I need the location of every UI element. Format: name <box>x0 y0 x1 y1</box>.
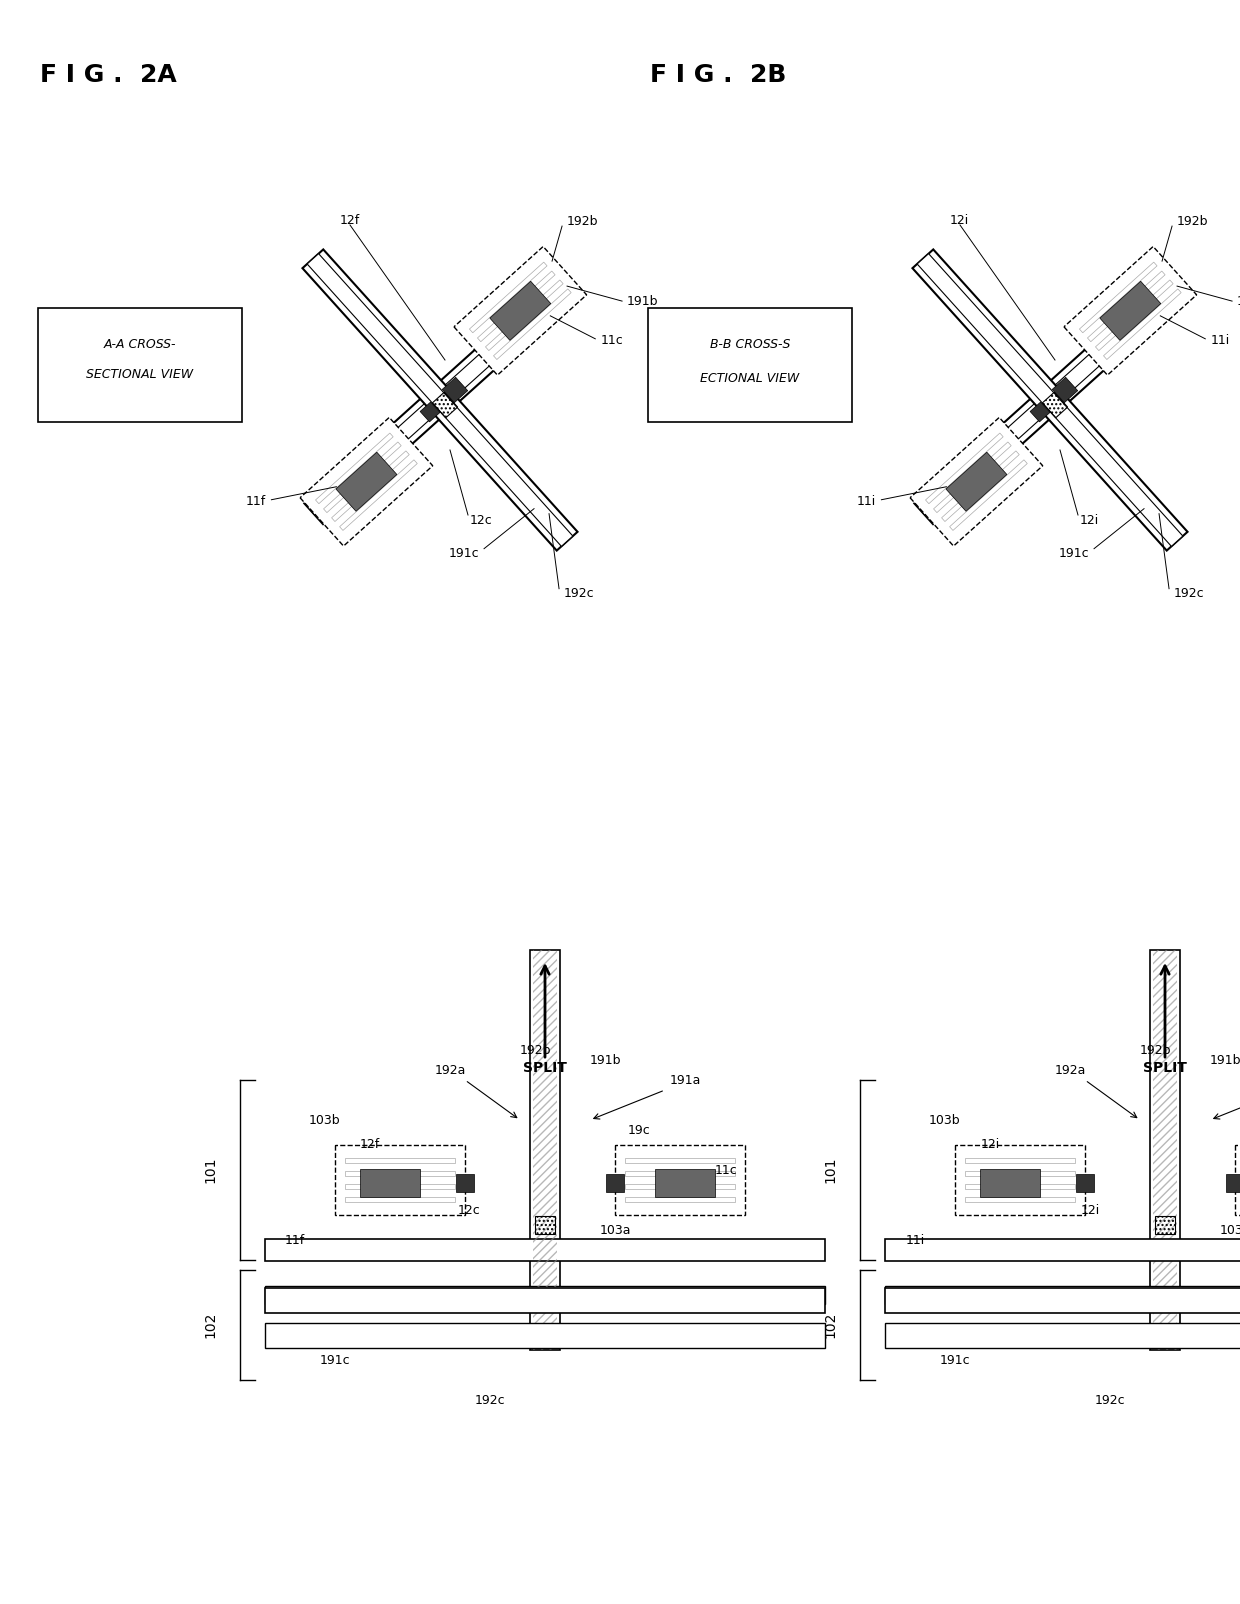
Polygon shape <box>910 417 1043 545</box>
Text: 12i: 12i <box>1080 513 1099 526</box>
Polygon shape <box>885 1286 1240 1304</box>
Polygon shape <box>946 452 1007 512</box>
Polygon shape <box>980 1169 1040 1197</box>
Text: 191b: 191b <box>589 1054 621 1067</box>
Text: 192a: 192a <box>1054 1063 1086 1076</box>
Polygon shape <box>420 403 440 422</box>
Text: 12i: 12i <box>1081 1203 1100 1216</box>
Polygon shape <box>1076 1174 1094 1192</box>
Text: 191c: 191c <box>940 1354 971 1367</box>
Text: SECTIONAL VIEW: SECTIONAL VIEW <box>87 369 193 382</box>
Text: ECTIONAL VIEW: ECTIONAL VIEW <box>701 372 800 385</box>
Text: 192b: 192b <box>567 215 599 228</box>
Text: 102: 102 <box>203 1312 217 1338</box>
Text: 191b: 191b <box>627 295 658 308</box>
Text: 192c: 192c <box>564 587 595 600</box>
Polygon shape <box>265 1323 825 1347</box>
Text: 191c: 191c <box>1059 547 1090 560</box>
Text: 192b: 192b <box>1177 215 1209 228</box>
Text: 192b: 192b <box>520 1044 551 1057</box>
Polygon shape <box>309 281 572 520</box>
Text: 191c: 191c <box>449 547 480 560</box>
Text: 191a: 191a <box>670 1073 702 1086</box>
Text: 103b: 103b <box>929 1113 960 1126</box>
Text: 11f: 11f <box>285 1233 305 1246</box>
Polygon shape <box>1235 1145 1240 1214</box>
Text: 12c: 12c <box>458 1203 480 1216</box>
Polygon shape <box>308 253 573 547</box>
Polygon shape <box>360 1169 420 1197</box>
Text: A-A CROSS-: A-A CROSS- <box>104 338 176 351</box>
Text: 103b: 103b <box>309 1113 340 1126</box>
Text: 12i: 12i <box>981 1139 999 1152</box>
Text: 192c: 192c <box>475 1394 506 1407</box>
Text: 19c: 19c <box>627 1123 650 1137</box>
Text: 191b: 191b <box>1209 1054 1240 1067</box>
Polygon shape <box>606 1174 624 1192</box>
Text: 11i: 11i <box>857 496 877 508</box>
Text: 12i: 12i <box>950 213 970 226</box>
Polygon shape <box>490 281 551 340</box>
Polygon shape <box>1030 403 1050 422</box>
Polygon shape <box>336 452 397 512</box>
Polygon shape <box>456 1174 474 1192</box>
Polygon shape <box>615 1145 745 1214</box>
Text: 11c: 11c <box>715 1163 738 1176</box>
Polygon shape <box>335 1145 465 1214</box>
Polygon shape <box>265 1286 825 1304</box>
Polygon shape <box>918 253 1183 547</box>
Text: F I G .  2A: F I G . 2A <box>40 63 177 87</box>
Text: 11i: 11i <box>1210 334 1230 348</box>
Text: B-B CROSS-S: B-B CROSS-S <box>709 338 790 351</box>
Text: 191b: 191b <box>1238 295 1240 308</box>
Polygon shape <box>913 250 1188 550</box>
Polygon shape <box>1226 1174 1240 1192</box>
Polygon shape <box>1100 281 1161 340</box>
Text: 102: 102 <box>823 1312 837 1338</box>
Polygon shape <box>1149 950 1180 1351</box>
Polygon shape <box>454 247 587 375</box>
Polygon shape <box>303 250 578 550</box>
Polygon shape <box>304 276 575 525</box>
Text: 192c: 192c <box>1174 587 1205 600</box>
Polygon shape <box>1064 247 1197 375</box>
Polygon shape <box>300 417 433 545</box>
Text: 192b: 192b <box>1140 1044 1171 1057</box>
Text: 192c: 192c <box>1095 1394 1126 1407</box>
Text: 11c: 11c <box>600 334 622 348</box>
Text: SPLIT: SPLIT <box>1143 1060 1187 1075</box>
FancyBboxPatch shape <box>649 308 852 422</box>
Text: 103a: 103a <box>600 1224 631 1237</box>
Polygon shape <box>955 1145 1085 1214</box>
Text: 101: 101 <box>203 1156 217 1184</box>
Text: 103a: 103a <box>1220 1224 1240 1237</box>
FancyBboxPatch shape <box>38 308 242 422</box>
Text: SPLIT: SPLIT <box>523 1060 567 1075</box>
Text: 11f: 11f <box>247 496 267 508</box>
Text: 192a: 192a <box>434 1063 466 1076</box>
Polygon shape <box>443 377 467 403</box>
Polygon shape <box>885 1288 1240 1312</box>
Polygon shape <box>265 1288 825 1312</box>
Text: F I G .  2B: F I G . 2B <box>650 63 786 87</box>
Polygon shape <box>885 1323 1240 1347</box>
Text: 101: 101 <box>823 1156 837 1184</box>
Polygon shape <box>1053 377 1078 403</box>
Polygon shape <box>885 1238 1240 1261</box>
Text: 12f: 12f <box>340 213 361 226</box>
Polygon shape <box>919 281 1182 520</box>
Text: 12f: 12f <box>360 1139 379 1152</box>
Polygon shape <box>914 276 1185 525</box>
Text: 11i: 11i <box>905 1233 925 1246</box>
Polygon shape <box>655 1169 715 1197</box>
Polygon shape <box>529 950 560 1351</box>
Text: 12c: 12c <box>470 513 492 526</box>
Polygon shape <box>265 1238 825 1261</box>
Text: 191c: 191c <box>320 1354 351 1367</box>
